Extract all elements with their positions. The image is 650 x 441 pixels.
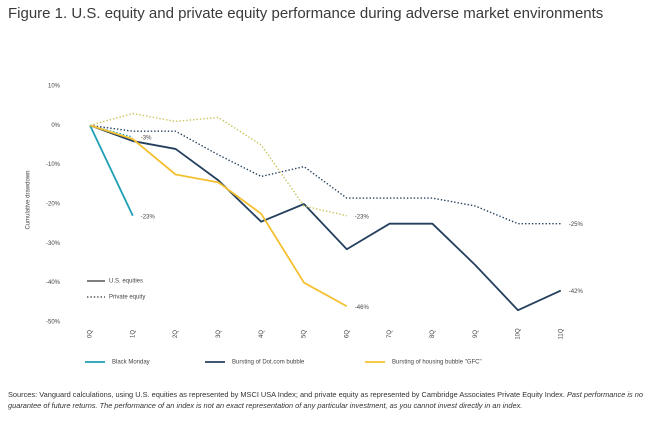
source: Sources: Vanguard calculations, using U.… bbox=[8, 390, 565, 399]
series-line bbox=[89, 124, 348, 308]
series-line bbox=[89, 112, 347, 217]
y-tick-label: 10% bbox=[48, 84, 61, 90]
footnote: Sources: Vanguard calculations, using U.… bbox=[8, 389, 644, 411]
legend-label: Black Monday bbox=[112, 360, 150, 366]
y-tick-label: -40% bbox=[46, 280, 61, 286]
x-tick-label: 8Q bbox=[430, 330, 436, 338]
x-tick-label: 10Q bbox=[516, 328, 522, 340]
y-tick-label: -20% bbox=[46, 202, 61, 208]
series-line bbox=[89, 124, 134, 217]
data-label: -23% bbox=[355, 214, 370, 220]
y-tick-label: -30% bbox=[46, 241, 61, 247]
chart: Cumulative drawdown 10% 0% -10% -20% -30% -40… bbox=[26, 84, 584, 366]
legend-label: Private equity bbox=[109, 295, 145, 301]
disclaimer: Past performance is no guarantee of futu… bbox=[8, 390, 643, 410]
legend-label: Bursting of housing bubble "GFC" bbox=[392, 360, 482, 366]
x-tick-label: 9Q bbox=[473, 330, 479, 338]
series-line bbox=[89, 124, 562, 312]
legend-label: U.S. equities bbox=[109, 279, 143, 285]
x-tick-label: 6Q bbox=[344, 330, 350, 338]
data-label: -3% bbox=[141, 136, 152, 142]
x-tick-label: 4Q bbox=[259, 330, 265, 338]
x-tick-label: 7Q bbox=[387, 330, 393, 338]
series-line bbox=[89, 124, 561, 225]
y-tick-label: -10% bbox=[46, 162, 61, 168]
chart-title: Figure 1. U.S. equity and private equity… bbox=[8, 5, 604, 22]
y-tick-label: 0% bbox=[51, 123, 60, 129]
x-tick-label: 3Q bbox=[216, 330, 222, 338]
y-axis-label: Cumulative drawdown bbox=[26, 170, 32, 229]
data-label: -25% bbox=[569, 222, 584, 228]
legend-label: Bursting of Dot.com bubble bbox=[232, 360, 305, 366]
data-label: -46% bbox=[355, 305, 370, 311]
y-tick-label: -50% bbox=[46, 320, 61, 326]
x-tick-label: 1Q bbox=[130, 330, 136, 338]
x-tick-label: 0Q bbox=[88, 330, 94, 338]
data-label: -42% bbox=[569, 289, 584, 295]
data-label: -23% bbox=[141, 214, 156, 220]
x-tick-label: 5Q bbox=[302, 330, 308, 338]
x-tick-label: 11Q bbox=[558, 328, 564, 339]
x-tick-label: 2Q bbox=[173, 330, 179, 338]
